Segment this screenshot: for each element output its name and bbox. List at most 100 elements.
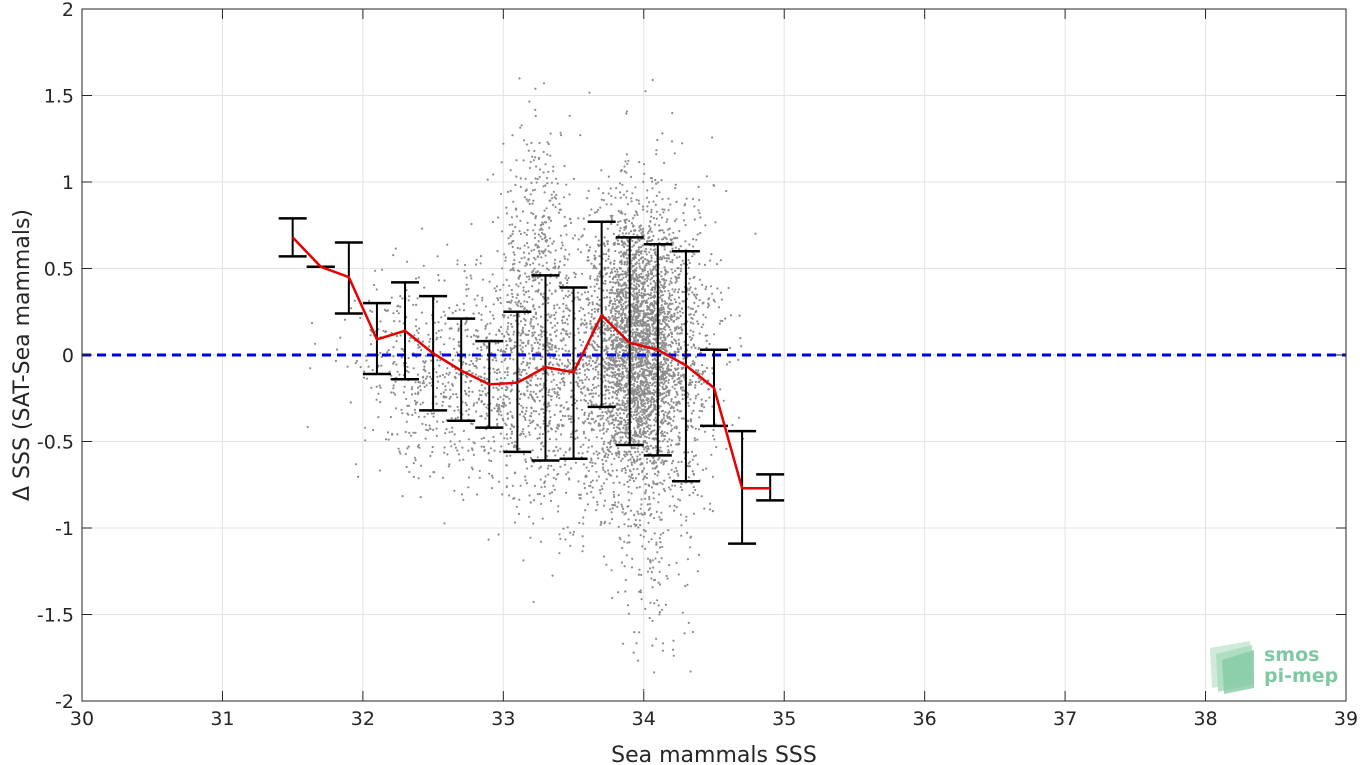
scatter-point xyxy=(423,415,426,418)
scatter-point xyxy=(498,371,501,374)
scatter-point xyxy=(546,319,549,322)
scatter-point xyxy=(675,427,678,430)
scatter-point xyxy=(694,287,697,290)
scatter-point xyxy=(649,220,652,223)
scatter-point xyxy=(644,492,647,495)
scatter-point xyxy=(681,290,684,293)
scatter-point xyxy=(519,484,522,487)
scatter-point xyxy=(507,237,510,240)
scatter-point xyxy=(619,211,622,214)
scatter-point xyxy=(579,493,582,496)
scatter-point xyxy=(662,211,665,214)
scatter-point xyxy=(660,216,664,219)
scatter-point xyxy=(635,366,638,369)
scatter-point xyxy=(653,472,657,476)
scatter-point xyxy=(531,276,535,279)
scatter-point xyxy=(528,419,531,422)
scatter-point xyxy=(643,412,646,415)
scatter-point xyxy=(543,495,546,498)
scatter-point xyxy=(589,484,592,488)
scatter-point xyxy=(534,87,537,90)
scatter-point xyxy=(509,454,512,457)
scatter-point xyxy=(619,295,622,299)
scatter-point xyxy=(577,452,580,455)
scatter-point xyxy=(632,440,635,443)
scatter-point xyxy=(663,357,667,360)
scatter-point xyxy=(581,322,584,325)
scatter-point xyxy=(605,346,608,349)
scatter-point xyxy=(626,274,629,277)
scatter-point xyxy=(623,170,626,173)
scatter-point xyxy=(555,357,558,361)
scatter-point xyxy=(650,384,654,387)
scatter-point xyxy=(609,187,612,190)
scatter-point xyxy=(591,486,594,489)
scatter-point xyxy=(543,250,546,253)
scatter-point xyxy=(500,405,503,408)
scatter-point xyxy=(562,406,566,409)
scatter-point xyxy=(648,498,651,501)
scatter-point xyxy=(631,360,634,363)
scatter-point xyxy=(611,315,614,318)
scatter-point xyxy=(540,333,543,336)
scatter-point xyxy=(647,274,650,277)
scatter-point xyxy=(429,454,432,458)
scatter-point xyxy=(635,269,638,272)
scatter-point xyxy=(541,326,544,329)
scatter-point xyxy=(511,230,515,233)
scatter-point xyxy=(591,360,595,363)
scatter-point xyxy=(644,337,647,340)
scatter-point xyxy=(601,428,604,431)
scatter-point xyxy=(632,224,635,227)
scatter-point xyxy=(693,437,696,440)
scatter-point xyxy=(518,377,521,380)
scatter-point xyxy=(547,250,550,253)
scatter-point xyxy=(550,193,553,196)
scatter-point xyxy=(663,479,666,482)
scatter-point xyxy=(549,219,553,222)
scatter-point xyxy=(560,247,563,250)
scatter-point xyxy=(652,322,655,325)
scatter-point xyxy=(507,321,510,325)
scatter-point xyxy=(611,469,614,472)
scatter-point xyxy=(583,413,586,416)
scatter-point xyxy=(510,299,513,302)
scatter-point xyxy=(522,286,525,289)
scatter-point xyxy=(590,403,593,406)
scatter-point xyxy=(610,289,613,292)
scatter-point xyxy=(558,358,562,361)
scatter-point xyxy=(538,306,541,309)
scatter-point xyxy=(616,432,619,436)
scatter-point xyxy=(665,260,668,263)
scatter-point xyxy=(624,253,627,256)
scatter-point xyxy=(682,262,686,265)
scatter-point xyxy=(597,187,600,190)
scatter-point xyxy=(623,450,626,453)
scatter-point xyxy=(676,354,680,357)
scatter-point xyxy=(491,476,494,479)
scatter-point xyxy=(660,361,663,364)
scatter-point xyxy=(620,417,623,420)
scatter-point xyxy=(690,450,694,453)
scatter-point xyxy=(624,435,628,438)
scatter-point xyxy=(648,437,651,440)
scatter-point xyxy=(634,356,637,359)
scatter-point xyxy=(632,434,635,437)
scatter-point xyxy=(585,322,588,325)
scatter-point xyxy=(628,219,631,223)
scatter-point xyxy=(607,255,610,258)
scatter-point xyxy=(617,305,620,308)
scatter-point xyxy=(519,339,522,342)
scatter-point xyxy=(610,268,613,271)
scatter-point xyxy=(602,199,605,202)
scatter-point xyxy=(428,424,431,427)
scatter-point xyxy=(559,281,562,284)
scatter-point xyxy=(622,360,625,363)
scatter-point xyxy=(617,345,620,348)
scatter-point xyxy=(652,403,655,406)
scatter-point xyxy=(531,331,534,334)
scatter-point xyxy=(646,330,649,333)
scatter-point xyxy=(614,249,617,253)
scatter-point xyxy=(410,393,414,396)
scatter-point xyxy=(645,489,648,492)
